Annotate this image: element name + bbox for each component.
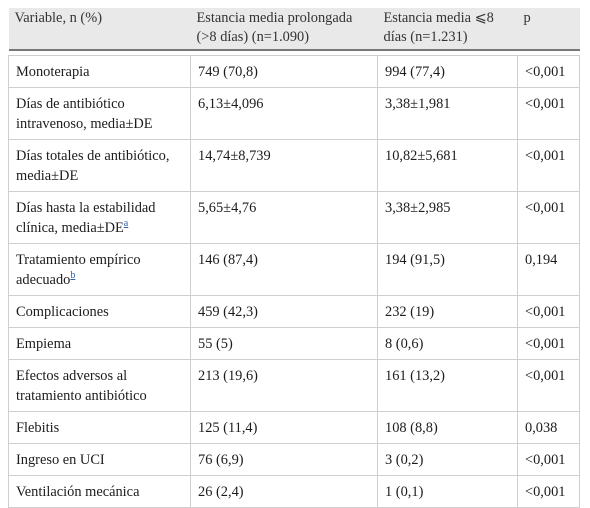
table-row: Ingreso en UCI 76 (6,9) 3 (0,2) <0,001: [8, 443, 580, 476]
variable-label: Flebitis: [16, 420, 60, 436]
cell-variable: Tratamiento empírico adecuadob: [8, 243, 191, 296]
cell-variable: Días hasta la estabilidad clínica, media…: [8, 191, 191, 244]
cell-prolonged-stay: 55 (5): [190, 327, 378, 360]
table-header: Variable, n (%) Estancia media prolongad…: [8, 8, 580, 56]
cell-p-value: <0,001: [517, 443, 580, 476]
cell-p-value: <0,001: [517, 359, 580, 412]
cell-short-stay: 1 (0,1): [377, 475, 518, 508]
cell-p-value: <0,001: [517, 475, 580, 508]
table-row: Ventilación mecánica 26 (2,4) 1 (0,1) <0,00…: [8, 475, 580, 508]
table-row: Días hasta la estabilidad clínica, media…: [8, 191, 580, 244]
table-body: Monoterapia 749 (70,8) 994 (77,4) <0,001 Día…: [8, 55, 580, 508]
cell-variable: Empiema: [8, 327, 191, 360]
cell-short-stay: 194 (91,5): [377, 243, 518, 296]
cell-prolonged-stay: 6,13±4,096: [190, 87, 378, 140]
footnote-link[interactable]: a: [123, 218, 129, 230]
header-p-value: p: [517, 8, 580, 50]
header-prolonged-stay: Estancia media prolongada (>8 días) (n=1…: [190, 8, 378, 50]
cell-prolonged-stay: 213 (19,6): [190, 359, 378, 412]
cell-short-stay: 10,82±5,681: [377, 139, 518, 192]
cell-p-value: 0,038: [517, 411, 580, 444]
header-short-stay: Estancia media ⩽8 días (n=1.231): [377, 8, 518, 50]
cell-variable: Ventilación mecánica: [8, 475, 191, 508]
cell-short-stay: 161 (13,2): [377, 359, 518, 412]
cell-variable: Ingreso en UCI: [8, 443, 191, 476]
cell-variable: Días totales de antibiótico, media±DE: [8, 139, 191, 192]
cell-p-value: <0,001: [517, 139, 580, 192]
table-row: Días totales de antibiótico, media±DE 14,…: [8, 139, 580, 192]
cell-prolonged-stay: 76 (6,9): [190, 443, 378, 476]
variable-label: Días totales de antibiótico, media±DE: [16, 148, 170, 184]
cell-prolonged-stay: 5,65±4,76: [190, 191, 378, 244]
variable-label: Ventilación mecánica: [16, 484, 140, 500]
header-row: Variable, n (%) Estancia media prolongad…: [8, 8, 580, 50]
variable-label: Complicaciones: [16, 304, 109, 320]
cell-p-value: 0,194: [517, 243, 580, 296]
cell-short-stay: 3,38±2,985: [377, 191, 518, 244]
cell-prolonged-stay: 125 (11,4): [190, 411, 378, 444]
cell-short-stay: 3 (0,2): [377, 443, 518, 476]
cell-p-value: <0,001: [517, 191, 580, 244]
footnote-link[interactable]: b: [70, 270, 76, 282]
cell-short-stay: 108 (8,8): [377, 411, 518, 444]
table-row: Flebitis 125 (11,4) 108 (8,8) 0,038: [8, 411, 580, 444]
table-row: Días de antibiótico intravenoso, media±D…: [8, 87, 580, 140]
cell-variable: Flebitis: [8, 411, 191, 444]
cell-short-stay: 3,38±1,981: [377, 87, 518, 140]
cell-short-stay: 8 (0,6): [377, 327, 518, 360]
variable-label: Efectos adversos al tratamiento antibiót…: [16, 368, 147, 404]
table-container: Variable, n (%) Estancia media prolongad…: [8, 8, 580, 508]
cell-p-value: <0,001: [517, 295, 580, 328]
table-row: Efectos adversos al tratamiento antibiót…: [8, 359, 580, 412]
table-row: Complicaciones 459 (42,3) 232 (19) <0,001: [8, 295, 580, 328]
header-spacer: [8, 50, 580, 56]
cell-p-value: <0,001: [517, 55, 580, 88]
cell-prolonged-stay: 459 (42,3): [190, 295, 378, 328]
variable-label: Días hasta la estabilidad clínica, media…: [16, 200, 156, 236]
cell-prolonged-stay: 749 (70,8): [190, 55, 378, 88]
cell-variable: Monoterapia: [8, 55, 191, 88]
cell-variable: Complicaciones: [8, 295, 191, 328]
cell-p-value: <0,001: [517, 87, 580, 140]
variable-label: Días de antibiótico intravenoso, media±D…: [16, 96, 153, 132]
table-row: Empiema 55 (5) 8 (0,6) <0,001: [8, 327, 580, 360]
cell-short-stay: 232 (19): [377, 295, 518, 328]
variable-label: Ingreso en UCI: [16, 452, 105, 468]
header-variable: Variable, n (%): [8, 8, 191, 50]
cell-short-stay: 994 (77,4): [377, 55, 518, 88]
table-row: Tratamiento empírico adecuadob 146 (87,4)…: [8, 243, 580, 296]
cell-variable: Efectos adversos al tratamiento antibiót…: [8, 359, 191, 412]
cell-prolonged-stay: 146 (87,4): [190, 243, 378, 296]
variable-label: Monoterapia: [16, 64, 90, 80]
variable-label: Empiema: [16, 336, 72, 352]
table-row: Monoterapia 749 (70,8) 994 (77,4) <0,001: [8, 55, 580, 88]
cell-p-value: <0,001: [517, 327, 580, 360]
cell-prolonged-stay: 26 (2,4): [190, 475, 378, 508]
variable-label: Tratamiento empírico adecuado: [16, 252, 141, 288]
cell-prolonged-stay: 14,74±8,739: [190, 139, 378, 192]
results-table: Variable, n (%) Estancia media prolongad…: [8, 8, 580, 508]
cell-variable: Días de antibiótico intravenoso, media±D…: [8, 87, 191, 140]
